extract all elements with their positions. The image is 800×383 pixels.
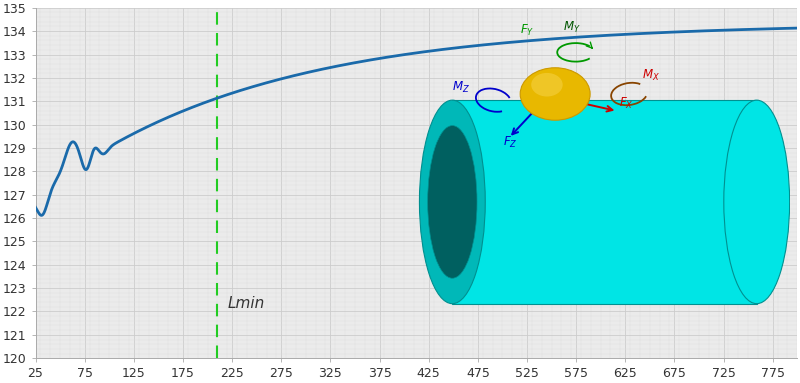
Text: Lmin: Lmin	[227, 296, 265, 311]
